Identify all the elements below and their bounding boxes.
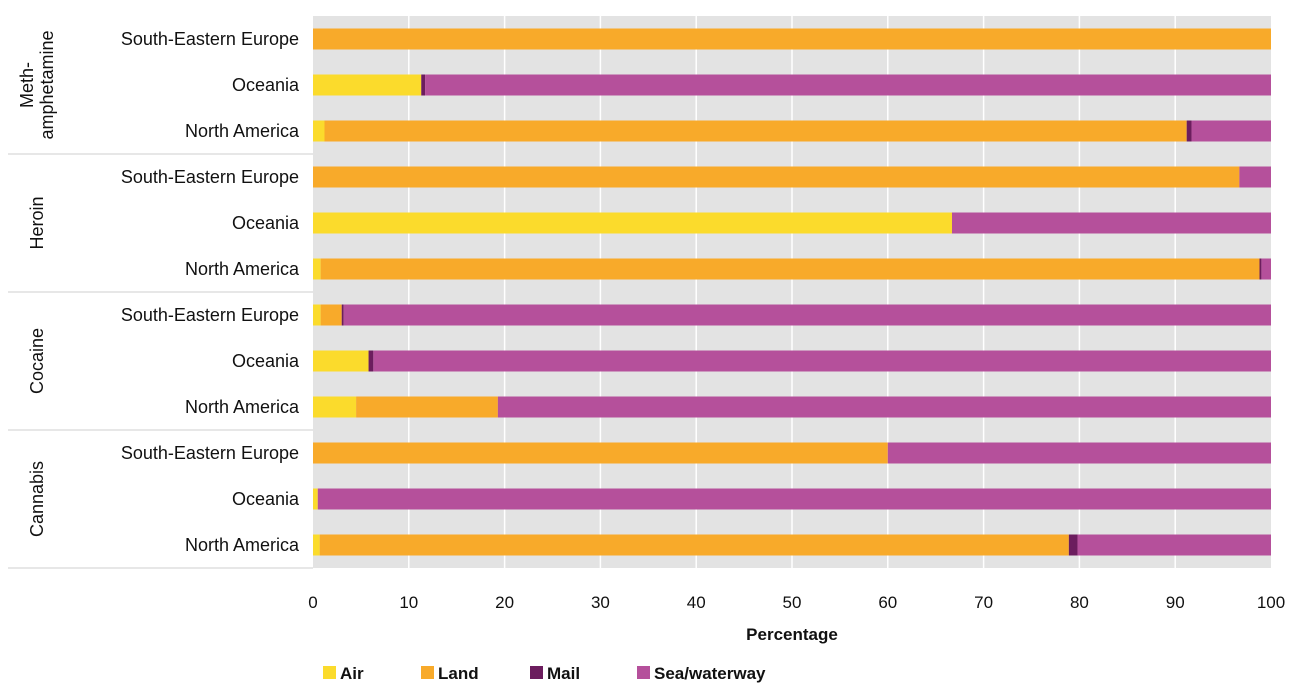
x-tick-label: 70 <box>974 593 993 612</box>
bar-segment-sea-waterway <box>1261 258 1271 280</box>
x-tick-label: 20 <box>495 593 514 612</box>
bar-segment-sea-waterway <box>373 350 1271 372</box>
x-axis-tick-labels: 0 10 20 30 40 50 60 70 80 90 100 <box>308 593 1285 612</box>
group-label-line: Cocaine <box>27 328 47 394</box>
category-label: South-Eastern Europe <box>121 167 299 187</box>
group-label-line: Meth- <box>17 62 37 108</box>
legend-label: Sea/waterway <box>654 664 766 683</box>
bar-segment-land <box>320 304 342 326</box>
bar-segment-sea-waterway <box>887 442 1271 464</box>
bar-segment-sea-waterway <box>317 488 1271 510</box>
legend-swatch <box>323 666 336 679</box>
bar-segment-air <box>313 304 321 326</box>
legend-label: Mail <box>547 664 580 683</box>
bar-segment-air <box>313 212 952 234</box>
category-label: North America <box>185 121 300 141</box>
category-label: North America <box>185 535 300 555</box>
bar-segment-sea-waterway <box>343 304 1271 326</box>
x-tick-label: 80 <box>1070 593 1089 612</box>
group-label: Cannabis <box>27 461 47 537</box>
bar-segment-sea-waterway <box>1077 534 1271 556</box>
category-label: Oceania <box>232 213 300 233</box>
bar-segment-land <box>324 120 1187 142</box>
group-label-line: Heroin <box>27 196 47 249</box>
x-tick-label: 90 <box>1166 593 1185 612</box>
bar-segment-mail <box>1068 534 1078 556</box>
bars <box>313 28 1271 556</box>
x-axis-title: Percentage <box>746 625 838 644</box>
x-tick-label: 50 <box>783 593 802 612</box>
legend-swatch <box>530 666 543 679</box>
bar-segment-sea-waterway <box>1191 120 1271 142</box>
bar-segment-mail <box>341 304 344 326</box>
category-labels: South-Eastern Europe Oceania North America… <box>121 29 300 555</box>
category-label: South-Eastern Europe <box>121 305 299 325</box>
category-label: South-Eastern Europe <box>121 29 299 49</box>
legend-swatch <box>421 666 434 679</box>
bar-segment-air <box>313 488 318 510</box>
category-label: Oceania <box>232 489 300 509</box>
x-tick-label: 100 <box>1257 593 1285 612</box>
bar-segment-land <box>320 258 1260 280</box>
category-label: Oceania <box>232 75 300 95</box>
bar-segment-land <box>313 442 888 464</box>
bar-segment-land <box>319 534 1069 556</box>
legend: Air Land Mail Sea/waterway <box>323 664 766 683</box>
bar-segment-air <box>313 120 325 142</box>
category-label: South-Eastern Europe <box>121 443 299 463</box>
x-tick-label: 40 <box>687 593 706 612</box>
bar-segment-land <box>313 166 1240 188</box>
bar-segment-mail <box>368 350 374 372</box>
gridlines <box>408 16 1176 568</box>
bar-segment-air <box>313 74 422 96</box>
legend-label: Air <box>340 664 364 683</box>
bar-segment-sea-waterway <box>951 212 1271 234</box>
bar-segment-mail <box>1186 120 1192 142</box>
bar-segment-air <box>313 396 357 418</box>
x-tick-label: 0 <box>308 593 317 612</box>
bar-segment-mail <box>421 74 426 96</box>
bar-segment-mail <box>1259 258 1262 280</box>
bar-segment-land <box>356 396 498 418</box>
legend-label: Land <box>438 664 479 683</box>
bar-segment-land <box>313 28 1271 50</box>
group-label-line: Cannabis <box>27 461 47 537</box>
category-label: North America <box>185 259 300 279</box>
category-label: North America <box>185 397 300 417</box>
bar-segment-air <box>313 534 320 556</box>
group-label: Heroin <box>27 196 47 249</box>
x-tick-label: 10 <box>399 593 418 612</box>
x-tick-label: 60 <box>878 593 897 612</box>
group-label: Cocaine <box>27 328 47 394</box>
bar-segment-air <box>313 258 321 280</box>
bar-segment-sea-waterway <box>425 74 1271 96</box>
group-labels: Meth-amphetamine Heroin Cocaine Cannabis <box>17 30 57 537</box>
bar-segment-sea-waterway <box>1239 166 1271 188</box>
category-label: Oceania <box>232 351 300 371</box>
bar-segment-air <box>313 350 369 372</box>
bar-segment-sea-waterway <box>497 396 1271 418</box>
group-label-line: amphetamine <box>37 30 57 139</box>
group-dividers <box>8 153 313 569</box>
group-label: Meth-amphetamine <box>17 30 57 139</box>
legend-swatch <box>637 666 650 679</box>
x-tick-label: 30 <box>591 593 610 612</box>
